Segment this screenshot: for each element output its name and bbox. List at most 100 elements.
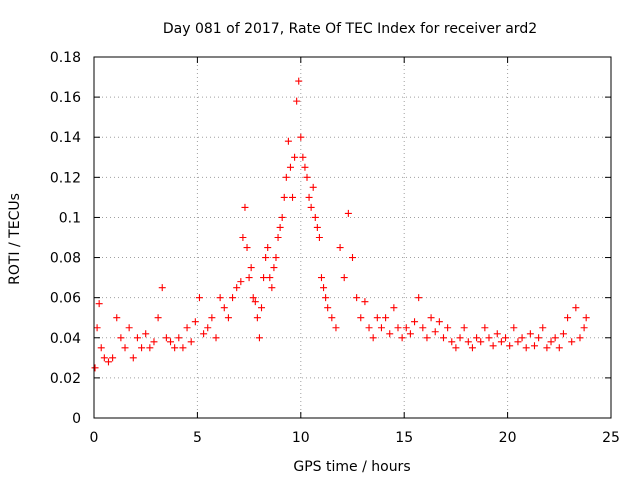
data-point (117, 334, 125, 342)
data-point (291, 153, 299, 161)
data-point (268, 284, 276, 292)
data-point (278, 213, 286, 221)
data-point (394, 324, 402, 332)
data-point (282, 173, 290, 181)
data-point (506, 342, 514, 350)
data-point (435, 318, 443, 326)
data-point (357, 314, 365, 322)
data-point (97, 344, 105, 352)
data-point (264, 244, 272, 252)
x-axis-title: GPS time / hours (293, 459, 410, 475)
data-point (320, 284, 328, 292)
data-point (237, 278, 245, 286)
data-point (522, 344, 530, 352)
data-point (100, 354, 108, 362)
y-tick-label: 0.02 (50, 371, 81, 387)
data-point (336, 244, 344, 252)
data-point (402, 324, 410, 332)
data-point (274, 234, 282, 241)
data-point (204, 324, 212, 332)
data-point (212, 334, 220, 342)
data-point (485, 334, 493, 342)
data-point (167, 338, 175, 346)
data-point (497, 338, 505, 346)
data-point (276, 223, 284, 231)
data-point (423, 334, 431, 342)
data-point (113, 314, 121, 322)
y-tick-label: 0.14 (50, 130, 81, 146)
data-point (284, 137, 292, 145)
plot-frame (93, 56, 612, 419)
y-tick-label: 0 (72, 411, 81, 427)
data-point (582, 314, 590, 322)
x-tick-label: 0 (90, 430, 99, 446)
data-point (328, 314, 336, 322)
data-point (125, 324, 133, 332)
data-point (369, 334, 377, 342)
data-point (307, 203, 315, 211)
data-point (452, 344, 460, 352)
data-point (233, 284, 241, 292)
data-point (406, 330, 414, 338)
data-point (272, 254, 280, 262)
data-point (477, 338, 485, 346)
data-point (253, 314, 261, 322)
data-point (303, 173, 311, 181)
data-point (361, 298, 369, 306)
data-point (220, 304, 228, 312)
data-point (398, 334, 406, 342)
x-tick-label: 15 (395, 430, 413, 446)
data-point (299, 153, 307, 161)
data-point (518, 334, 526, 342)
data-point (95, 300, 103, 308)
y-tick-label: 0.08 (50, 251, 81, 267)
data-point (224, 314, 232, 322)
data-point (448, 338, 456, 346)
chart-title: Day 081 of 2017, Rate Of TEC Index for r… (163, 21, 537, 37)
data-point (258, 304, 266, 312)
data-point (468, 344, 476, 352)
data-point (146, 344, 154, 352)
data-point (129, 354, 137, 362)
data-point (377, 324, 385, 332)
data-point (195, 294, 203, 302)
y-tick-label: 0.18 (50, 50, 81, 66)
data-point (295, 77, 303, 85)
data-point (154, 314, 162, 322)
data-points (91, 77, 590, 372)
data-point (535, 334, 543, 342)
data-point (91, 364, 99, 372)
data-point (317, 274, 325, 282)
data-point (543, 344, 551, 352)
data-point (444, 324, 452, 332)
data-point (559, 330, 567, 338)
x-tick-label: 5 (193, 430, 202, 446)
data-point (539, 324, 547, 332)
data-point (344, 209, 352, 217)
data-point (266, 274, 274, 282)
data-point (493, 330, 501, 338)
data-point (262, 254, 270, 262)
data-point (104, 358, 112, 366)
data-point (576, 334, 584, 342)
data-point (280, 193, 288, 201)
data-point (93, 324, 101, 332)
data-point (313, 223, 321, 231)
data-point (415, 294, 423, 302)
data-point (251, 298, 259, 306)
data-point (340, 274, 348, 282)
x-tick-label: 25 (602, 430, 620, 446)
data-point (138, 344, 146, 352)
data-point (530, 342, 538, 350)
y-axis-title: ROTI / TECUs (7, 193, 23, 285)
data-point (547, 338, 555, 346)
data-point (514, 338, 522, 346)
y-tick-label: 0.12 (50, 170, 81, 186)
data-point (179, 344, 187, 352)
data-point (353, 294, 361, 302)
data-point (419, 324, 427, 332)
data-point (502, 334, 510, 342)
data-point (171, 344, 179, 352)
data-point (349, 254, 356, 262)
